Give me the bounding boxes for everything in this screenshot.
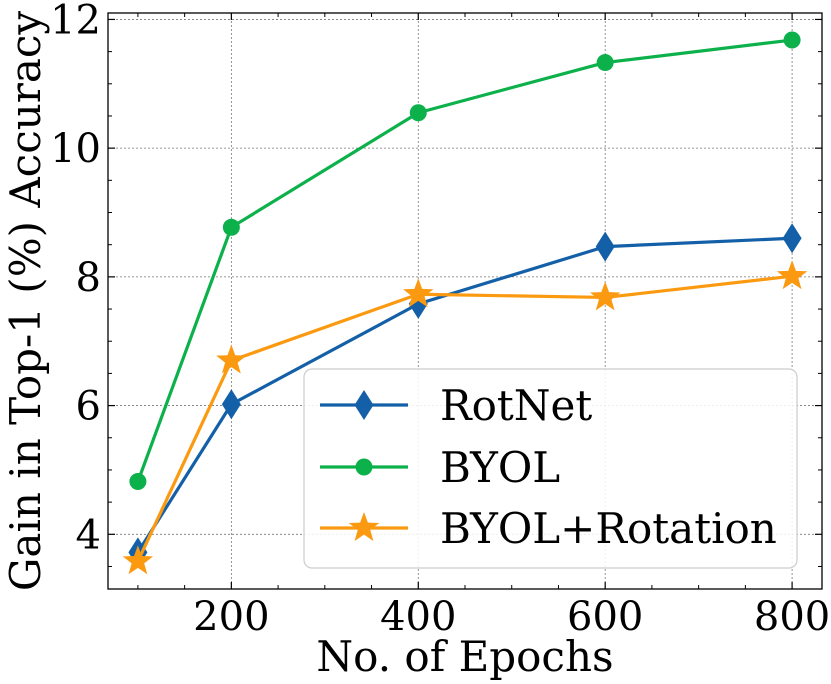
series-byol <box>129 31 801 491</box>
y-tick-label: 12 <box>50 0 101 43</box>
x-tick-label: 400 <box>380 594 456 640</box>
y-tick-label: 8 <box>76 255 101 301</box>
x-tick-label: 600 <box>567 594 643 640</box>
y-tick-label: 4 <box>76 512 101 558</box>
data-point <box>122 545 154 575</box>
data-series <box>122 31 808 575</box>
x-tick-label: 800 <box>754 594 830 640</box>
legend-box <box>303 368 798 569</box>
legend: RotNet BYOL BYOL+Rotation <box>303 368 798 569</box>
data-point <box>221 389 241 420</box>
x-tick-label: 200 <box>193 594 269 640</box>
legend-item: RotNet <box>320 381 592 430</box>
data-point <box>782 223 802 254</box>
y-tick-label: 10 <box>50 126 101 172</box>
data-point <box>409 104 427 122</box>
series-rotnet <box>128 223 802 568</box>
y-axis-label: Gain in Top-1 (%) Accuracy <box>1 11 50 592</box>
x-axis-label: No. of Epochs <box>316 632 613 681</box>
legend-marker <box>355 458 373 476</box>
data-point <box>129 473 147 491</box>
legend-marker <box>354 390 374 420</box>
legend-label: BYOL+Rotation <box>440 504 777 553</box>
legend-item: BYOL <box>320 443 560 492</box>
data-point <box>783 31 801 49</box>
data-point <box>222 218 240 236</box>
y-tick-label: 6 <box>76 384 101 430</box>
legend-label: RotNet <box>440 381 592 430</box>
data-point <box>776 260 808 290</box>
legend-item: BYOL+Rotation <box>320 504 777 553</box>
legend-marker <box>348 512 380 541</box>
data-point <box>589 281 621 311</box>
data-point <box>216 344 247 374</box>
series-byol-rotation <box>122 260 808 575</box>
legend-label: BYOL <box>440 443 560 492</box>
y-axis-ticks: 4 6 8 10 12 <box>50 0 822 567</box>
data-point <box>403 278 434 308</box>
plot-frame <box>107 12 823 590</box>
x-axis-ticks: 200 400 600 800 <box>137 13 830 640</box>
data-point <box>595 231 615 262</box>
data-point <box>596 54 614 72</box>
